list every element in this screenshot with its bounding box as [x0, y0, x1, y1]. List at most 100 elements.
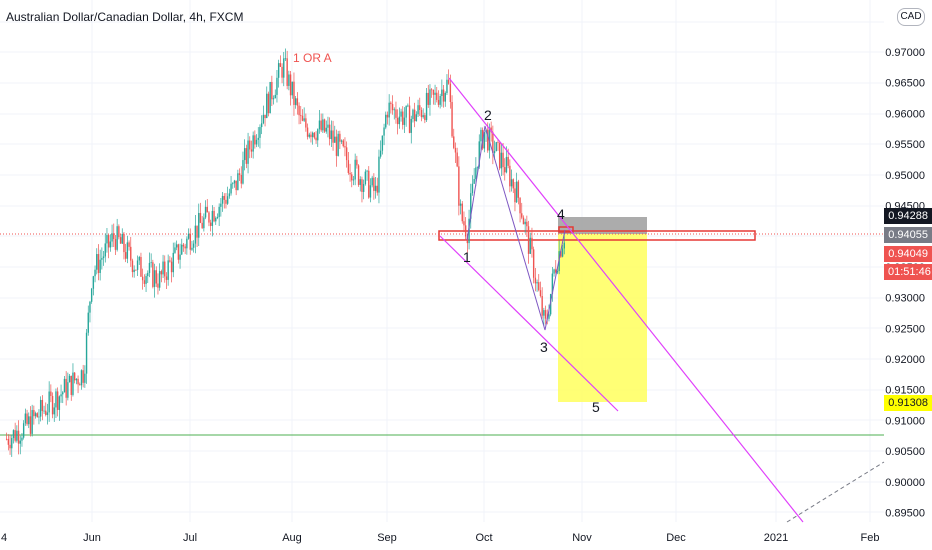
channel-upper-line[interactable] [448, 77, 804, 523]
candle-body [264, 114, 266, 119]
candle-body [317, 129, 319, 141]
candle-body [276, 77, 278, 95]
wave-count-path[interactable] [466, 125, 566, 331]
candle-body [7, 439, 10, 445]
projection-line[interactable] [786, 461, 885, 523]
candle-body [300, 115, 302, 117]
candle-body [114, 239, 117, 250]
candle-body [113, 233, 115, 240]
price-tick-label: 0.96000 [885, 108, 925, 120]
candle-body [143, 280, 146, 284]
candle-body [272, 98, 275, 100]
candle-body [330, 130, 333, 140]
candle-body [123, 234, 125, 253]
candle-body [109, 241, 112, 248]
candle-body [198, 212, 200, 238]
candle-body [291, 81, 293, 96]
candle-body [351, 174, 353, 181]
candle-body [456, 152, 458, 167]
candle-body [288, 74, 290, 86]
candle-body [230, 183, 232, 194]
candle-body [245, 148, 248, 164]
candle-body [126, 242, 129, 259]
candle-body [429, 89, 431, 105]
candle-body [446, 79, 448, 93]
candle-body [453, 136, 455, 148]
last-price-tag: 0.94049 [884, 246, 932, 262]
candle-body [209, 222, 212, 226]
candle-body [9, 444, 11, 449]
candle-body [344, 146, 346, 148]
candle-body [468, 218, 470, 244]
candle-body [102, 256, 105, 259]
candle-body [75, 378, 78, 381]
entry-zone-rect[interactable] [438, 230, 756, 241]
candle-body [34, 413, 37, 417]
candle-body [527, 226, 530, 254]
candle-body [332, 130, 334, 143]
price-axis[interactable]: 0.970000.965000.960000.955000.950000.945… [885, 47, 925, 520]
candle-body [306, 127, 309, 137]
candle-body [349, 172, 351, 175]
target-zone[interactable] [558, 234, 647, 402]
candle-body [218, 206, 220, 217]
candle-body [274, 94, 276, 99]
candle-body [53, 407, 55, 415]
candle-body [388, 102, 390, 118]
candle-body [19, 440, 21, 444]
candle-body [407, 105, 409, 107]
candle-body [478, 141, 480, 167]
candle-body [175, 244, 178, 248]
candle-body [255, 139, 258, 145]
label-wave-3: 3 [540, 339, 548, 355]
candle-body [323, 119, 326, 132]
candle-body [216, 216, 219, 218]
candle-body [342, 140, 344, 147]
price-tick-label: 0.92500 [885, 323, 925, 335]
candle-body [476, 166, 479, 168]
candle-body [369, 185, 372, 198]
currency-button[interactable]: CAD [897, 8, 925, 26]
candle-body [155, 270, 157, 284]
candle-body [340, 140, 343, 142]
candle-body [415, 114, 418, 122]
candle-body [361, 179, 363, 192]
candle-body [531, 237, 533, 250]
candle-body [17, 430, 20, 444]
candle-body [192, 243, 195, 248]
candle-body [412, 109, 414, 119]
candle-body [283, 58, 285, 78]
candle-body [189, 233, 191, 250]
candle-body [90, 288, 93, 302]
candle-body [463, 221, 465, 226]
candle-body [541, 295, 543, 316]
label-wave-5: 5 [592, 399, 600, 415]
candle-body [303, 118, 305, 121]
candle-body [368, 170, 370, 198]
channel-lower-line[interactable] [439, 235, 619, 412]
candle-body [293, 81, 295, 105]
candle-body [14, 430, 16, 441]
candle-body [99, 259, 101, 273]
stop-zone[interactable] [558, 217, 647, 234]
time-axis[interactable]: 4 Jun Jul Aug Sep Oct Nov Dec 2021 Feb [1, 532, 880, 544]
candle-body [488, 127, 491, 151]
candle-body [269, 82, 271, 114]
candle-body [318, 120, 321, 130]
time-tick-label: Jul [183, 532, 197, 544]
small-zone-rect[interactable] [558, 226, 574, 233]
price-tick-label: 0.95000 [885, 170, 925, 182]
candle-body [51, 395, 54, 415]
candle-body [79, 384, 81, 386]
candle-body [235, 180, 237, 191]
candle-body [422, 115, 424, 118]
candle-body [247, 140, 249, 164]
stop-price-tag: 0.94288 [884, 208, 932, 224]
candle-body [206, 206, 208, 213]
candle-body [339, 133, 341, 142]
candle-body [371, 177, 373, 186]
price-tick-label: 0.97000 [885, 47, 925, 59]
candle-body [84, 373, 86, 383]
